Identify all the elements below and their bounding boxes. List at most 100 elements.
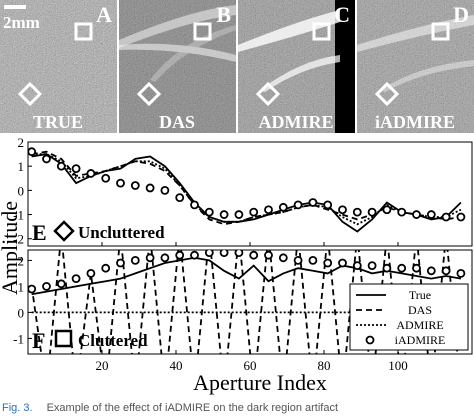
data-point [382,263,392,273]
data-point [323,258,333,268]
data-point [145,183,155,193]
data-point [130,255,140,265]
scale-bar [4,5,26,9]
data-point [308,255,318,265]
data-point [412,263,421,273]
data-point [293,255,303,265]
y-tick-label: 1 [18,279,25,294]
data-point [204,250,214,257]
data-point [352,261,362,271]
data-point [278,253,288,263]
scale-label: 2mm [3,13,40,32]
panel-letter: E [32,220,47,245]
data-point [42,281,51,291]
data-point [456,268,466,278]
data-point [352,207,362,217]
data-point [116,178,125,188]
image-panel [119,0,236,133]
y-tick-label: -1 [13,208,24,223]
image-panel [357,0,474,133]
data-point [28,284,37,294]
y-tick-label: -2 [13,232,24,247]
legend-label: iADMIRE [395,333,446,347]
caption: Fig. 3. Example of the effect of iADMIRE … [2,402,472,414]
data-point [234,210,244,219]
data-point [382,205,392,215]
data-point [160,185,170,195]
data-point [42,154,51,164]
data-point [145,253,155,263]
panel-letter: F [32,328,45,353]
data-point [441,266,451,276]
series-group [28,147,466,233]
data-point [397,207,407,217]
data-point [367,261,377,271]
data-point [204,207,214,217]
annotation: Cluttered [78,331,148,350]
data-point [175,250,185,260]
panel-letter: B [216,2,231,27]
data-point [56,161,66,171]
panel-label: TRUE [33,112,83,132]
data-point [249,250,259,260]
image-panel [238,0,355,133]
data-point [412,210,421,219]
data-point [130,181,140,190]
data-point [28,147,37,157]
data-point [426,210,436,219]
series-line [30,250,459,354]
x-tick-label: 80 [318,358,331,373]
data-point [71,274,81,284]
data-point [338,258,347,268]
data-point [278,202,288,212]
data-point [101,173,111,183]
data-point [71,164,81,174]
data-point [426,266,436,276]
panel-letter: D [453,2,469,27]
caption-label: Fig. 3. [2,402,33,414]
roi-markers [17,22,450,107]
data-point [323,200,333,210]
legend-label: True [409,288,431,302]
x-tick-label: 20 [96,358,109,373]
caption-text: Example of the effect of iADMIRE on the … [46,402,339,414]
y-axis-label: Amplitude [0,201,22,295]
annotation-marker [54,329,73,348]
annotation: Uncluttered [78,223,165,242]
data-point [160,253,170,263]
y-tick-label: 0 [18,305,25,320]
x-tick-label: 100 [388,358,408,373]
legend-swatch [365,335,375,345]
y-tick-label: -1 [13,331,24,346]
series-line [31,153,462,226]
data-point [293,200,303,210]
data-point [338,205,347,215]
data-point [264,205,273,215]
data-point [219,250,229,257]
data-point [190,200,199,210]
data-point [86,268,96,278]
data-point [264,250,273,260]
panel-label: iADMIRE [375,112,455,132]
annotation-marker [53,220,75,242]
data-point [175,193,185,203]
data-point [219,210,229,219]
x-axis-label: Aperture Index [193,370,327,395]
y-tick-label: 2 [18,253,25,268]
x-tick-label: 40 [170,358,183,373]
panel-label: ADMIRE [259,112,334,132]
y-tick-label: 1 [18,159,25,174]
legend-label: ADMIRE [396,318,443,332]
data-point [56,279,66,289]
y-tick-label: 2 [18,135,25,150]
data-point [101,263,111,273]
panel-label: DAS [159,112,195,132]
panel-letter: A [96,2,112,27]
data-point [397,263,407,273]
data-point [249,207,259,217]
data-point [367,207,377,217]
data-point [308,198,318,207]
data-point [116,258,125,268]
